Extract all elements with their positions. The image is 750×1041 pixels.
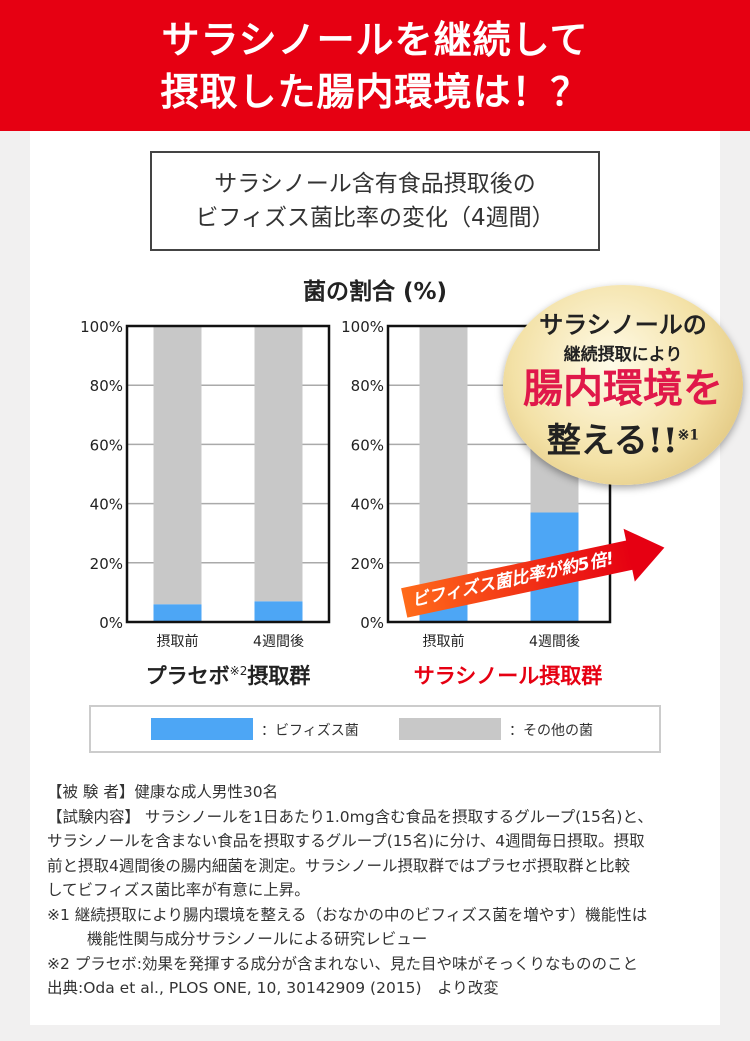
content-card [30,131,720,1025]
note-line: 前と摂取4週間後の腸内細菌を測定。サラシノール摂取群ではプラセボ摂取群と比較 [47,856,631,875]
header-line1: サラシノールを継続して [161,18,589,62]
badge-line4: 整える!!※1 [503,413,743,462]
placebo-label-tail: 摂取群 [247,664,311,688]
bar-bifido [153,604,202,622]
header-line2: 摂取した腸内環境は！？ [160,70,590,114]
chart-box-title-line1: サラシノール含有食品摂取後の [214,171,536,197]
x-tick-label: 摂取前 [157,633,199,650]
claim-badge: サラシノールの 継続摂取により 腸内環境を 整える!!※1 [503,285,743,485]
legend-label-other: ：その他の菌 [509,723,593,739]
note-line: ※2 プラセボ:効果を発揮する成分が含まれない、見た目や味がそっくりなもののこと [47,954,639,973]
bar-other [153,326,202,605]
y-tick-label: 0% [360,614,384,632]
placebo-group-label: プラセボ※2摂取群 [127,660,329,690]
header-banner: サラシノールを継続して 摂取した腸内環境は！？ [0,0,750,131]
y-tick-label: 100% [80,318,123,336]
x-tick-label: 4週間後 [253,634,304,650]
note-line: 機能性関与成分サラシノールによる研究レビュー [87,930,428,948]
legend-label-bifido: ：ビフィズス菌 [261,723,359,739]
y-tick-label: 20% [90,555,123,573]
y-tick-label: 20% [351,555,384,573]
y-tick-label: 100% [341,318,384,336]
y-tick-label: 60% [351,436,384,454]
badge-line4-text: 整える!! [546,421,678,461]
bar-bifido [254,601,303,622]
note-line: してビフィズス菌比率が有意に上昇。 [47,881,310,899]
note-line: サラシノールを含まない食品を摂取するグループ(15名)に分け、4週間毎日摂取。摂… [47,832,645,850]
bar-other [419,326,468,605]
note-line: ※1 継続摂取により腸内環境を整える（おなかの中のビフィズス菌を増やす）機能性は [47,905,648,924]
y-tick-label: 60% [90,436,123,454]
note-line: 【被 験 者】健康な成人男性30名 [47,783,279,801]
study-notes: 【被 験 者】健康な成人男性30名 【試験内容】 サラシノールを1日あたり1.0… [47,780,717,1001]
chart-box-title-line2: ビフィズス菌比率の変化（4週間） [195,205,555,231]
y-tick-label: 40% [351,496,384,514]
bar-other [254,326,303,602]
placebo-note: ※2 [229,664,248,678]
x-tick-label: 摂取前 [423,633,465,650]
chart-box-title: サラシノール含有食品摂取後の ビフィズス菌比率の変化（4週間） [150,151,600,251]
legend-swatch-other [399,718,501,740]
note-line: 出典:Oda et al., PLOS ONE, 10, 30142909 (2… [47,979,499,997]
y-tick-label: 0% [99,614,123,632]
saracinol-group-label: サラシノール摂取群 [413,664,603,688]
plot-frame [125,324,331,624]
y-axis-title: 菌の割合 (%) [302,279,448,305]
badge-line2: 継続摂取により [563,345,683,365]
arrow-head-icon [623,521,671,582]
badge-line1: サラシノールの [539,311,707,339]
x-tick-label: 4週間後 [529,634,580,650]
placebo-label: プラセボ [145,664,230,688]
legend: ：ビフィズス菌 ：その他の菌 [89,705,661,753]
y-tick-label: 40% [90,496,123,514]
y-tick-label: 80% [90,377,123,395]
badge-line3: 腸内環境を [523,365,723,412]
note-line: 【試験内容】 サラシノールを1日あたり1.0mg含む食品を摂取するグループ(15… [47,807,653,826]
badge-note: ※1 [677,427,700,444]
legend-swatch-bifido [151,718,253,740]
y-tick-label: 80% [351,377,384,395]
